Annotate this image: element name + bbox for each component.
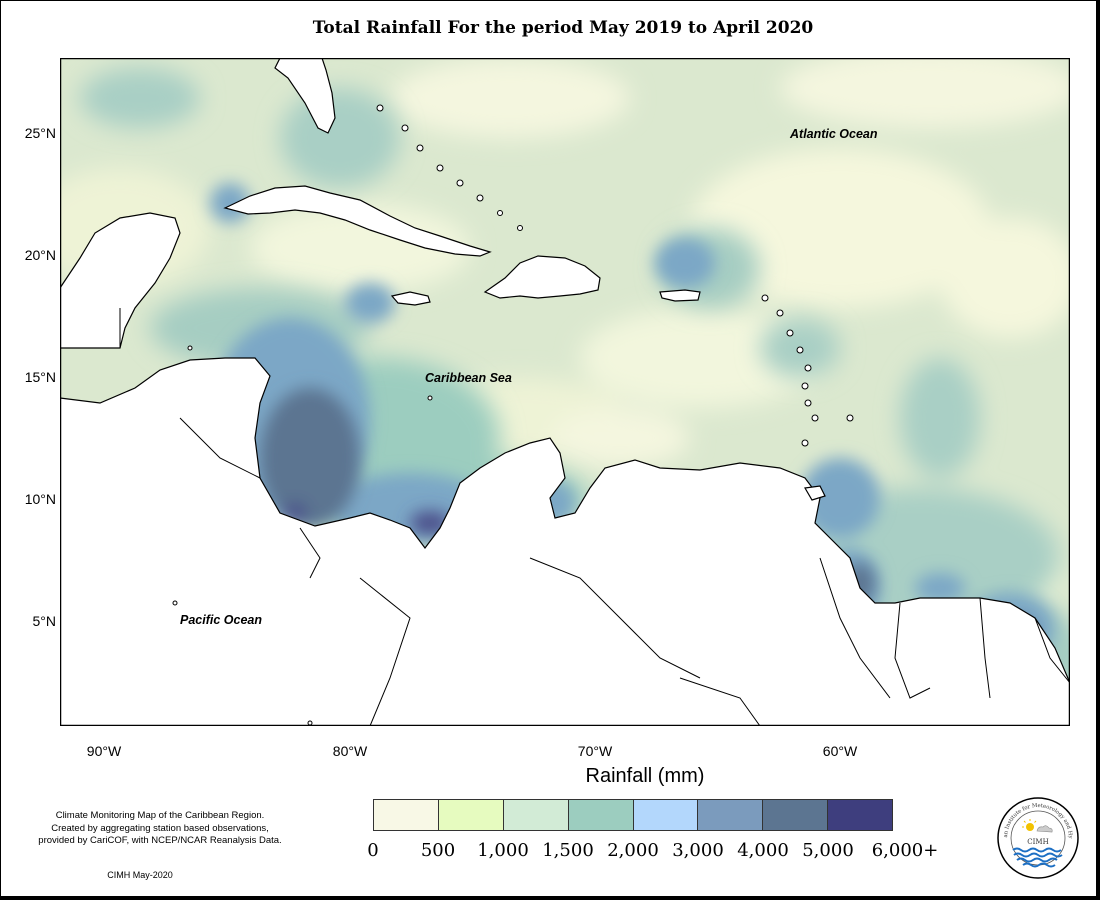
atlantic-ocean-label: Atlantic Ocean — [789, 127, 878, 141]
lon-label-60w: 60°W — [822, 743, 858, 759]
pacific-ocean-label: Pacific Ocean — [180, 613, 262, 627]
legend-swatch — [374, 800, 439, 830]
legend-title: Rainfall (mm) — [585, 765, 705, 787]
legend-color-bar — [373, 799, 893, 831]
credit-text: CIMH May-2020 — [107, 870, 173, 880]
legend-tick-label: 5,000 — [802, 840, 854, 861]
legend-swatch — [828, 800, 892, 830]
legend-tick-label: 1,000 — [477, 840, 529, 861]
caribbean-sea-label: Caribbean Sea — [425, 371, 512, 385]
legend-tick-label: 2,000 — [607, 840, 659, 861]
country-borders — [119, 308, 1070, 726]
map-description-note: Climate Monitoring Map of the Caribbean … — [20, 810, 300, 848]
small-islands — [172, 104, 854, 726]
legend-swatch — [568, 800, 634, 830]
hispaniola — [483, 255, 601, 299]
lon-label-70w: 70°W — [577, 743, 613, 759]
legend-swatch — [438, 800, 504, 830]
lat-label-25n: 25°N — [24, 125, 56, 141]
florida — [274, 58, 336, 134]
legend-tick-label: 0 — [367, 840, 379, 861]
map-title: Total Rainfall For the period May 2019 t… — [312, 18, 814, 38]
cuba — [223, 185, 492, 257]
legend-swatch — [698, 800, 764, 830]
frame-shadow-bottom — [0, 896, 1100, 900]
logo-center-text: CIMH — [1027, 838, 1048, 846]
frame-shadow-right — [1096, 0, 1100, 900]
map-border — [60, 58, 1070, 726]
lat-label-10n: 10°N — [24, 491, 56, 507]
puerto-rico — [659, 289, 701, 302]
lat-label-5n: 5°N — [32, 613, 57, 629]
trinidad — [804, 485, 826, 501]
jamaica — [390, 291, 431, 306]
rainfall-map: Atlantic Ocean Caribbean Sea Pacific Oce… — [60, 58, 1070, 726]
legend-tick-label: 500 — [420, 840, 456, 861]
legend-swatch — [633, 800, 699, 830]
lon-label-90w: 90°W — [86, 743, 122, 759]
note-line-2: Created by aggregating station based obs… — [51, 822, 269, 834]
lat-label-20n: 20°N — [24, 247, 56, 263]
note-line-1: Climate Monitoring Map of the Caribbean … — [55, 810, 265, 821]
land-masses — [60, 58, 1070, 726]
legend-tick-label: 3,000 — [672, 840, 724, 861]
legend-tick-label: 6,000+ — [871, 840, 939, 861]
lat-label-15n: 15°N — [24, 369, 56, 385]
cimh-logo: Caribbean Institute for Meteorology and … — [997, 797, 1079, 879]
waves-icon — [1012, 847, 1063, 868]
mexico-yucatan — [60, 212, 181, 349]
lon-label-80w: 80°W — [332, 743, 368, 759]
central-south-america — [60, 357, 1070, 726]
cloud-icon — [1036, 825, 1053, 833]
legend-tick-label: 4,000 — [737, 840, 789, 861]
legend-tick-label: 1,500 — [542, 840, 594, 861]
sun-icon — [1026, 823, 1034, 831]
legend-swatch — [763, 800, 829, 830]
legend-swatch — [503, 800, 569, 830]
note-line-3: provided by CariCOF, with NCEP/NCAR Rean… — [38, 835, 282, 846]
